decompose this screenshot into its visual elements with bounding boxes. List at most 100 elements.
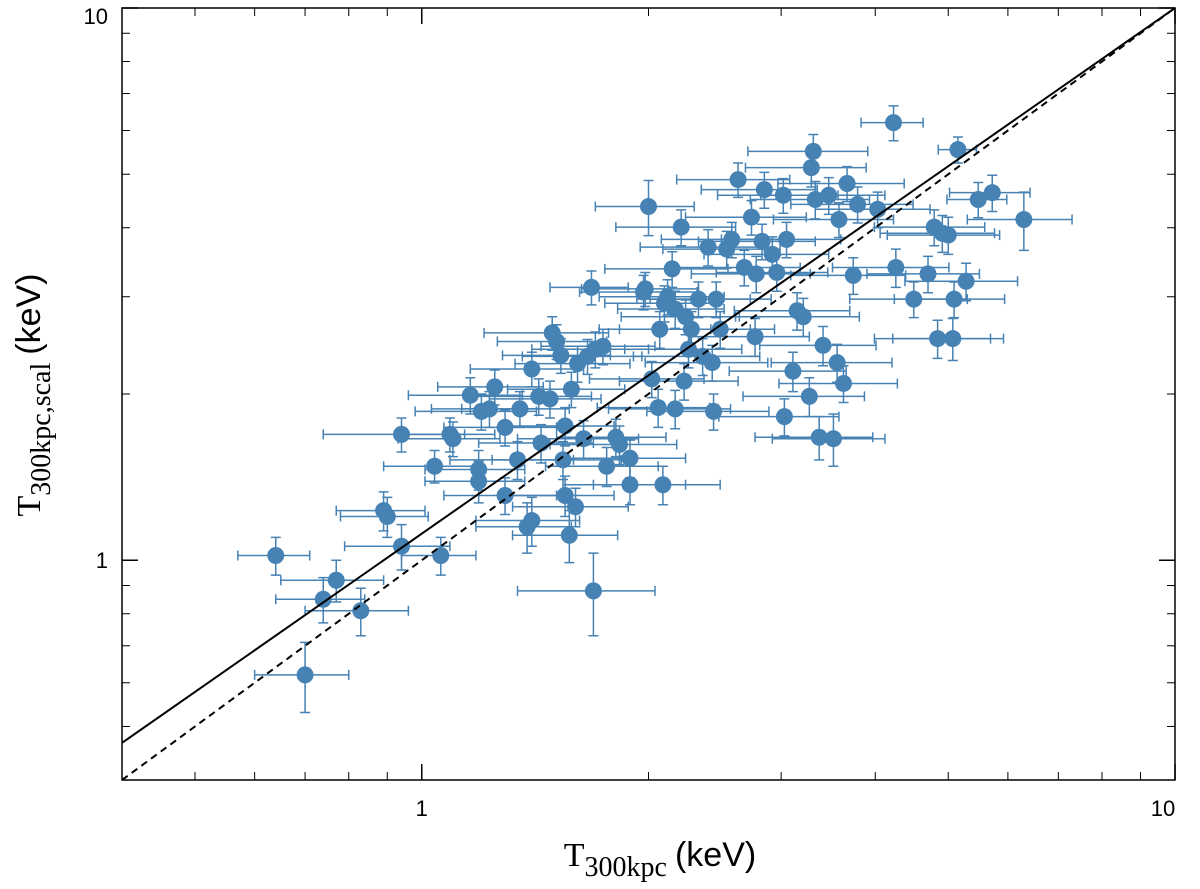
point (885, 114, 903, 132)
error-bar (675, 162, 791, 199)
point (554, 451, 572, 469)
point (838, 175, 856, 193)
point (480, 400, 498, 418)
point (806, 191, 824, 209)
point (470, 472, 488, 490)
point (659, 288, 677, 306)
point (703, 354, 721, 372)
point (552, 346, 570, 364)
point (705, 402, 723, 420)
point (426, 457, 444, 475)
point (470, 460, 488, 478)
point (746, 328, 764, 346)
point (707, 290, 725, 308)
point (828, 354, 846, 372)
point (541, 390, 559, 408)
point (778, 230, 796, 248)
point (774, 186, 792, 204)
y-label-symbol: T (11, 495, 48, 516)
x-label-symbol: T (564, 837, 585, 874)
point (755, 181, 773, 199)
point (496, 486, 514, 504)
point (753, 232, 771, 250)
point (957, 272, 975, 290)
point (919, 265, 937, 283)
point (794, 308, 812, 326)
y-label-subscript: 300kpc,scal (26, 363, 57, 496)
point (444, 430, 462, 448)
point (556, 417, 574, 435)
fit-line (122, 8, 1175, 744)
point (582, 278, 600, 296)
point (723, 230, 741, 248)
point (775, 408, 793, 426)
point (666, 400, 684, 418)
y-axis-label: T300kpc,scal (keV) (10, 274, 57, 517)
point (314, 590, 332, 608)
point (651, 320, 669, 338)
x-axis-label: T300kpc (keV) (564, 836, 756, 883)
error-bar (343, 523, 451, 571)
point (393, 425, 411, 443)
point (820, 186, 838, 204)
point (742, 208, 760, 226)
point (511, 400, 529, 418)
point (1015, 211, 1033, 229)
point (763, 245, 781, 263)
point (768, 263, 786, 281)
x-label-subscript: 300kpc (585, 852, 667, 883)
point (929, 330, 947, 348)
point (675, 372, 693, 390)
point (378, 508, 396, 526)
point (682, 320, 700, 338)
point (562, 380, 580, 398)
point (496, 418, 514, 436)
point (432, 546, 450, 564)
error-bar (728, 351, 847, 393)
point (802, 159, 820, 177)
point (461, 386, 479, 404)
point (834, 374, 852, 392)
error-bar (511, 487, 630, 528)
plot-area (122, 8, 1175, 780)
point (747, 265, 765, 283)
point (643, 370, 661, 388)
point (594, 337, 612, 355)
point (575, 430, 593, 448)
point (969, 191, 987, 209)
point (327, 571, 345, 589)
point (804, 142, 822, 160)
point (824, 430, 842, 448)
point (636, 280, 654, 298)
point (672, 218, 690, 236)
x-tick-label: 10 (1151, 796, 1175, 821)
point (784, 362, 802, 380)
point (532, 434, 550, 452)
point (654, 476, 672, 494)
point (814, 336, 832, 354)
point (352, 602, 370, 620)
point (621, 476, 639, 494)
point (844, 266, 862, 284)
point (621, 449, 639, 467)
point (523, 512, 541, 530)
point (905, 290, 923, 308)
fit-line (122, 8, 1175, 780)
point (983, 184, 1001, 202)
point (523, 360, 541, 378)
point (560, 526, 578, 544)
point (944, 330, 962, 348)
point (649, 399, 667, 417)
error-bar (860, 105, 924, 142)
point (640, 198, 657, 216)
x-label-unit: (keV) (675, 836, 756, 874)
error-bar (237, 536, 311, 576)
point (486, 378, 504, 396)
point (810, 428, 828, 446)
x-tick-label: 1 (416, 796, 428, 821)
point (949, 141, 967, 159)
error-bar (886, 216, 1001, 256)
point (598, 457, 616, 475)
point (939, 226, 957, 244)
error-bar (697, 223, 817, 261)
